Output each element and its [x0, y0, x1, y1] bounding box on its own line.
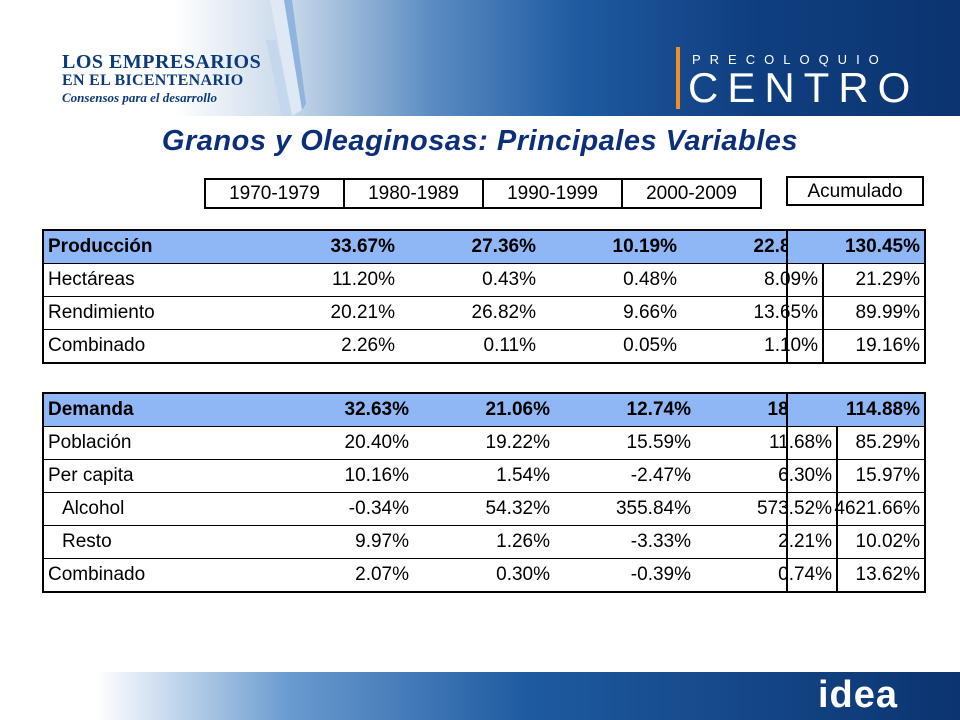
table-row: Demanda 32.63% 21.06% 12.74% 18.71%: [43, 393, 837, 427]
cell-value: 10.16%: [272, 459, 413, 493]
cell-value: 0.74%: [778, 564, 832, 585]
cell-value: 1.10%: [764, 335, 818, 356]
cell-value: 4621.66%: [787, 492, 925, 526]
cell-value: 9.97%: [272, 525, 413, 559]
table-row: Resto 9.97% 1.26% -3.33% 2.21%: [43, 525, 837, 559]
footer-banner: [0, 672, 960, 720]
cell-value: 10.19%: [540, 230, 681, 264]
cell-value: 20.40%: [272, 426, 413, 460]
cell-value: 0.43%: [399, 263, 540, 297]
row-label: Hectáreas: [43, 263, 258, 297]
cell-value: 11.20%: [258, 263, 399, 297]
period-header: 1970-1979 1980-1989 1990-1999 2000-2009: [204, 178, 762, 209]
idea-logo: idea: [818, 674, 899, 716]
cell-value: 33.67%: [258, 230, 399, 264]
demand-table: Demanda 32.63% 21.06% 12.74% 18.71% Pobl…: [42, 392, 838, 593]
ribbon-icon: [266, 0, 306, 116]
cell-value: 130.45%: [787, 230, 925, 264]
cell-value: -3.33%: [554, 525, 695, 559]
cell-value: 0.30%: [496, 564, 550, 585]
cell-value: 21.06%: [413, 393, 554, 427]
table-row: Población 20.40% 19.22% 15.59% 11.68%: [43, 426, 837, 460]
table-row: 13.62%: [787, 559, 925, 593]
row-label: Alcohol: [43, 492, 272, 526]
empresarios-logo: LOS EMPRESARIOS EN EL BICENTENARIO Conse…: [62, 52, 261, 106]
cell-value: 0.11%: [483, 335, 536, 356]
table-row: 15.97%: [787, 459, 925, 493]
cell-value: 19.22%: [413, 426, 554, 460]
cell-value: 15.97%: [787, 459, 925, 493]
cell-value: 15.59%: [554, 426, 695, 460]
table-row: 89.99%: [787, 296, 925, 330]
row-label: Producción: [43, 230, 258, 264]
cell-value: 1.54%: [413, 459, 554, 493]
cell-value: -0.39%: [630, 564, 691, 585]
row-label: Población: [43, 426, 272, 460]
cell-value: 2.26%: [341, 335, 395, 356]
header-banner: LOS EMPRESARIOS EN EL BICENTENARIO Conse…: [0, 0, 960, 116]
row-label: Demanda: [43, 393, 272, 427]
cell-value: 13.62%: [855, 564, 920, 585]
cell-value: 114.88%: [787, 393, 925, 427]
cell-value: 32.63%: [272, 393, 413, 427]
table-row: Per capita 10.16% 1.54% -2.47% 6.30%: [43, 459, 837, 493]
period-3: 1990-1999: [482, 178, 623, 209]
production-accumulated-table: 130.45% 21.29% 89.99% 19.16%: [786, 229, 926, 364]
row-label: Combinado: [48, 564, 146, 585]
table-row: Alcohol -0.34% 54.32% 355.84% 573.52%: [43, 492, 837, 526]
table-row: 19.16%: [787, 330, 925, 364]
page-title: Granos y Oleaginosas: Principales Variab…: [161, 125, 799, 157]
table-row: Combinado 2.07% 0.30% -0.39% 0.74%: [43, 559, 837, 593]
cell-value: 2.07%: [355, 564, 409, 585]
table-row: 10.02%: [787, 525, 925, 559]
accent-line: [676, 47, 680, 109]
cell-value: 0.48%: [540, 263, 681, 297]
precoloquio-label: PRECOLOQUIO: [692, 52, 888, 67]
cell-value: 9.66%: [540, 296, 681, 330]
cell-value: 20.21%: [258, 296, 399, 330]
cell-value: -0.34%: [272, 492, 413, 526]
table-row: 130.45%: [787, 230, 925, 264]
centro-logo: CENTRO: [688, 64, 920, 111]
table-row: Rendimiento 20.21% 26.82% 9.66% 13.65%: [43, 296, 823, 330]
cell-value: 85.29%: [787, 426, 925, 460]
logo-line-3: Consensos para el desarrollo: [62, 90, 217, 105]
logo-line-1: LOS EMPRESARIOS: [62, 51, 262, 73]
table-row: 4621.66%: [787, 492, 925, 526]
cell-value: 54.32%: [413, 492, 554, 526]
cell-value: 21.29%: [787, 263, 925, 297]
table-row: Hectáreas 11.20% 0.43% 0.48% 8.09%: [43, 263, 823, 297]
row-label: Per capita: [43, 459, 272, 493]
cell-value: 19.16%: [855, 335, 920, 356]
production-table: Producción 33.67% 27.36% 10.19% 22.84% H…: [42, 229, 824, 364]
cell-value: 10.02%: [787, 525, 925, 559]
table-row: 114.88%: [787, 393, 925, 427]
table-row: 21.29%: [787, 263, 925, 297]
row-label: Rendimiento: [43, 296, 258, 330]
period-4: 2000-2009: [621, 178, 762, 209]
cell-value: 18.71%: [695, 393, 837, 427]
period-1: 1970-1979: [204, 178, 345, 209]
cell-value: 26.82%: [399, 296, 540, 330]
demand-accumulated-table: 114.88% 85.29% 15.97% 4621.66% 10.02% 13…: [786, 392, 926, 593]
cell-value: 27.36%: [399, 230, 540, 264]
cell-value: 1.26%: [413, 525, 554, 559]
accumulated-header: Acumulado: [786, 176, 924, 206]
cell-value: -2.47%: [554, 459, 695, 493]
cell-value: 12.74%: [554, 393, 695, 427]
cell-value: 0.05%: [623, 335, 677, 356]
table-row: Producción 33.67% 27.36% 10.19% 22.84%: [43, 230, 823, 264]
row-label: Resto: [43, 525, 272, 559]
period-2: 1980-1989: [343, 178, 484, 209]
table-row: 85.29%: [787, 426, 925, 460]
cell-value: 89.99%: [787, 296, 925, 330]
logo-line-2: EN EL BICENTENARIO: [62, 72, 244, 89]
row-label: Combinado: [48, 335, 146, 356]
table-row: Combinado 2.26% 0.11% 0.05% 1.10%: [43, 330, 823, 364]
cell-value: 355.84%: [554, 492, 695, 526]
